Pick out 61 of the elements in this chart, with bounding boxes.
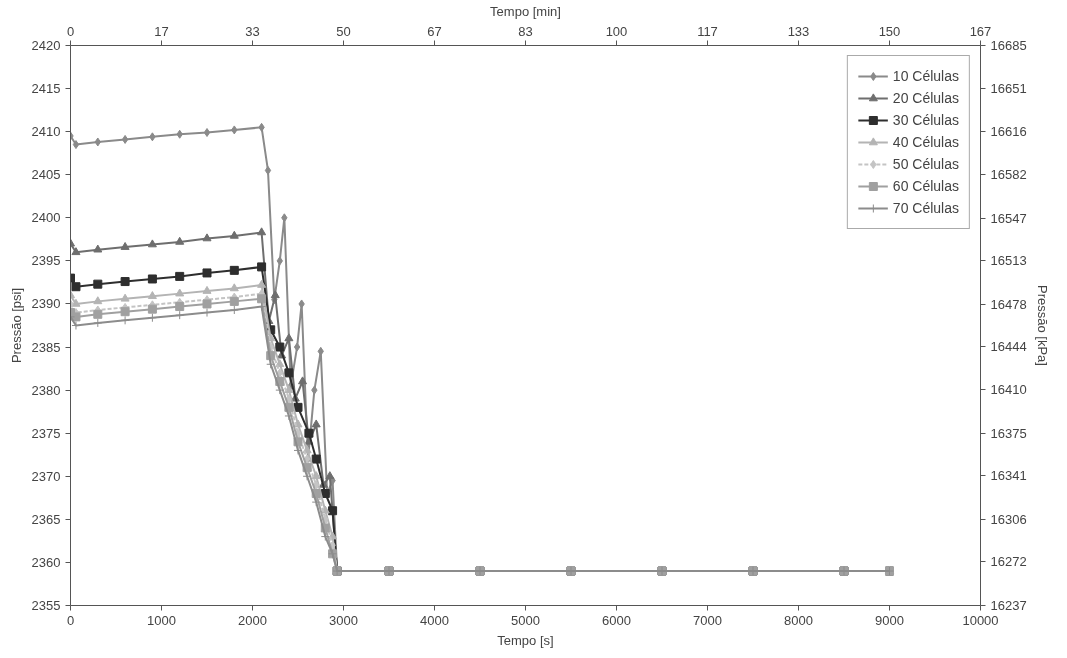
x-tick-label: 3000 [329,612,358,628]
y2-axis-title: Pressão [kPa] [1034,285,1050,366]
y2-tick-label: 16616 [990,124,1027,140]
x-axis-title: Tempo [s] [497,632,554,648]
y-tick-label: 2380 [31,382,61,398]
legend-label: 60 Células [892,178,959,194]
y2-tick-label: 16272 [990,554,1027,570]
y-tick-label: 2355 [31,598,61,613]
x-tick-label: 9000 [875,612,904,628]
y-tick-label: 2365 [31,511,61,527]
y2-tick-label: 16375 [990,425,1027,441]
x-tick-label: 8000 [784,612,813,628]
x2-tick-label: 0 [66,23,75,39]
x-tick-label: 2000 [238,612,267,628]
y2-tick-label: 16410 [990,381,1027,397]
y-tick-label: 2415 [31,81,61,97]
y2-tick-label: 16651 [990,80,1027,96]
x2-tick-label: 67 [427,23,442,39]
x-tick-label: 0 [66,612,75,628]
x-tick-label: 10000 [962,612,999,628]
y-tick-label: 2375 [31,425,61,441]
x-tick-label: 5000 [511,612,540,628]
y2-tick-label: 16444 [990,339,1027,355]
x2-axis-title: Tempo [min] [490,3,561,19]
legend-label: 20 Células [892,90,959,106]
legend-label: 30 Células [892,112,959,128]
y-tick-label: 2395 [31,253,61,269]
x2-tick-label: 83 [518,23,533,39]
x2-tick-label: 167 [969,23,992,39]
x2-tick-label: 117 [697,23,718,39]
y-tick-label: 2385 [31,339,61,355]
legend-label: 40 Células [892,134,959,150]
legend-label: 50 Células [892,156,959,172]
y2-tick-label: 16237 [990,598,1027,613]
y-tick-label: 2405 [31,167,61,183]
y-tick-label: 2370 [31,468,61,484]
y2-tick-label: 16341 [990,468,1027,483]
y2-tick-label: 16547 [990,210,1027,226]
x2-tick-label: 50 [336,23,351,39]
y2-tick-label: 16582 [990,166,1027,182]
x2-tick-label: 150 [878,23,901,39]
x-tick-label: 1000 [147,612,176,628]
y-tick-label: 2360 [31,554,61,570]
x2-tick-label: 100 [605,23,628,39]
y2-tick-label: 16513 [990,253,1027,268]
x-tick-label: 7000 [693,612,722,628]
y-axis-title: Pressão [psi] [8,287,24,364]
y-tick-label: 2400 [31,210,61,226]
y-tick-label: 2420 [31,38,61,53]
x2-tick-label: 17 [154,23,169,39]
legend-label: 70 Células [892,200,959,216]
x-tick-label: 6000 [602,612,631,628]
legend-label: 10 Células [892,68,959,84]
x2-tick-label: 133 [787,23,810,39]
y2-tick-label: 16478 [990,296,1027,312]
y2-tick-label: 16306 [990,511,1027,527]
y-tick-label: 2390 [31,296,61,312]
y2-tick-label: 16685 [990,38,1027,53]
y-tick-label: 2410 [31,124,61,140]
x-tick-label: 4000 [420,612,449,628]
x2-tick-label: 33 [245,23,260,39]
